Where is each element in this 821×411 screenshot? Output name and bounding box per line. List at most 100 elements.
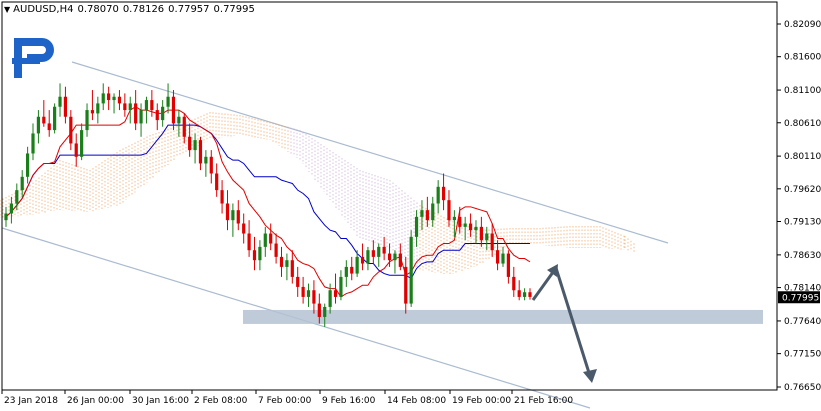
candle-body — [441, 186, 446, 201]
candle-body — [177, 116, 181, 124]
candle-body — [225, 203, 230, 221]
candle-body — [252, 250, 257, 261]
candle-body — [458, 216, 462, 227]
candle-body — [215, 173, 219, 191]
candle-body — [209, 156, 213, 174]
y-tick-label: 0.77150 — [784, 350, 821, 360]
forecast-arrows — [531, 264, 597, 383]
candle-body — [290, 260, 294, 277]
candle-body — [528, 292, 532, 297]
candle-body — [123, 103, 127, 111]
candle-body — [107, 93, 111, 101]
low-value: 0.77957 — [168, 4, 210, 15]
close-value: 0.77995 — [213, 4, 255, 15]
candle-body — [42, 116, 46, 124]
tenkan-line — [5, 106, 531, 298]
candle-body — [74, 143, 78, 157]
y-tick-label: 0.79130 — [784, 218, 821, 228]
x-tick-label: 7 Feb 00:00 — [258, 396, 312, 406]
candle-body — [463, 223, 467, 227]
symbol-label: AUDUSD,H4 — [13, 4, 74, 15]
y-tick-label: 0.77640 — [784, 317, 821, 327]
candle-body — [328, 290, 332, 307]
candle-body — [431, 203, 435, 221]
candle-body — [80, 130, 84, 157]
plot-frame — [1, 1, 778, 391]
candle-body — [468, 223, 473, 231]
candle-body — [355, 256, 359, 274]
candle-body — [414, 216, 419, 237]
r-logo-icon — [12, 38, 54, 78]
candle-body — [96, 103, 100, 114]
candle-body — [188, 136, 192, 151]
candle-body — [398, 253, 402, 267]
arrow-down-head — [583, 369, 597, 383]
candle-body — [339, 276, 343, 297]
arrow-up-head — [547, 264, 558, 277]
candle-body — [285, 260, 289, 267]
candle-body — [447, 200, 451, 221]
candle-body — [490, 233, 494, 251]
candle-body — [501, 253, 505, 264]
candle-body — [236, 210, 240, 224]
candle-body — [474, 226, 478, 231]
x-tick-label: 23 Jan 2018 — [4, 396, 58, 406]
x-tick-label: 26 Jan 00:00 — [67, 396, 124, 406]
y-tick-label: 0.80610 — [784, 119, 821, 129]
kijun-path — [5, 124, 530, 280]
candle-body — [258, 246, 262, 261]
candle-body — [26, 153, 30, 177]
candle-body — [420, 210, 424, 217]
candle-body — [101, 93, 105, 104]
x-tick-label: 2 Feb 08:00 — [194, 396, 248, 406]
candle-body — [296, 276, 300, 287]
candle-body — [279, 256, 284, 267]
x-tick-label: 14 Feb 08:00 — [387, 396, 446, 406]
candle-body — [366, 250, 370, 264]
candle-body — [436, 186, 440, 204]
y-tick-label: 0.81600 — [784, 53, 821, 63]
chart-header: ▼ AUDUSD,H4 0.78070 0.78126 0.77957 0.77995 — [4, 4, 259, 15]
y-tick-label: 0.76650 — [784, 383, 821, 393]
candle-body — [522, 292, 527, 297]
current-price-tag — [778, 291, 820, 304]
candle-body — [204, 156, 208, 164]
kijun-line — [5, 124, 530, 280]
y-tick-label: 0.82090 — [784, 20, 821, 30]
candle-body — [53, 106, 57, 131]
candle-body — [485, 233, 489, 241]
arrow-down-shaft — [554, 267, 592, 377]
triangle-down-icon[interactable]: ▼ — [4, 5, 11, 14]
candle-body — [323, 306, 327, 317]
candle-body — [247, 233, 251, 251]
candle-body — [333, 290, 338, 297]
candle-body — [198, 140, 203, 164]
candle-body — [452, 216, 456, 221]
candle-body — [161, 106, 165, 121]
candle-body — [139, 110, 143, 124]
x-tick-label: 21 Feb 16:00 — [514, 396, 573, 406]
candle-body — [90, 110, 95, 114]
candle-body — [231, 210, 235, 221]
candle-body — [134, 103, 138, 124]
candle-body — [425, 210, 429, 221]
candle-body — [301, 286, 305, 297]
y-tick-label: 0.81100 — [784, 86, 821, 96]
candle-body — [166, 96, 170, 107]
candle-body — [15, 190, 19, 204]
candle-body — [479, 226, 483, 241]
trend-channel — [1, 61, 669, 409]
candle-body — [20, 176, 24, 191]
candles — [4, 83, 532, 327]
candle-body — [112, 96, 116, 101]
x-tick-label: 19 Feb 00:00 — [452, 396, 511, 406]
candle-body — [220, 190, 224, 204]
candle-body — [144, 100, 149, 111]
y-tick-label: 0.79620 — [784, 185, 821, 195]
candle-body — [517, 290, 521, 297]
candle-body — [360, 256, 365, 264]
candle-body — [58, 96, 62, 107]
candle-body — [117, 96, 122, 104]
candle-body — [344, 266, 348, 277]
